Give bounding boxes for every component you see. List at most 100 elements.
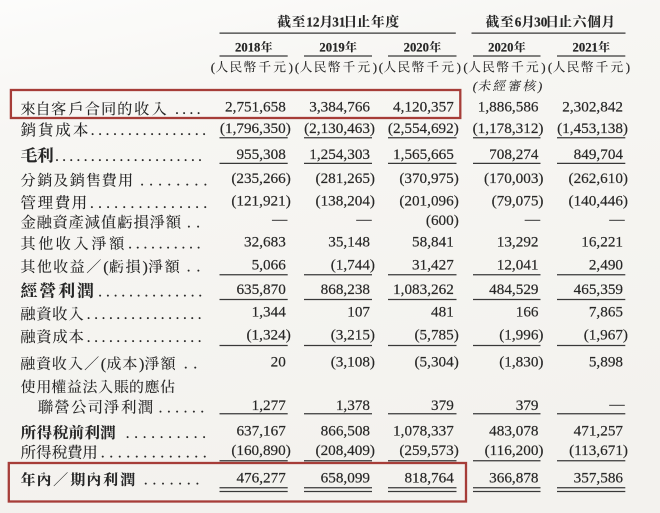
svg-text:481: 481 [431,304,454,321]
svg-text:5,066: 5,066 [252,256,287,273]
svg-text:866,508: 866,508 [321,423,371,440]
svg-text:................: ................ [87,307,205,323]
svg-text:(: ( [103,259,108,276]
svg-text:708,274: 708,274 [489,146,539,163]
svg-text:(1,744): (1,744) [331,256,375,273]
svg-text:379: 379 [431,397,454,414]
svg-text:.......: ....... [144,473,204,489]
svg-text:—: — [524,211,541,228]
svg-text:..........: .......... [126,426,211,442]
svg-text:(1,453,138): (1,453,138) [557,120,628,137]
svg-text:1,254,303: 1,254,303 [309,146,370,163]
svg-text:......: ...... [159,400,209,416]
svg-text:(5,785): (5,785) [415,327,459,344]
svg-text:(1,178,312): (1,178,312) [473,120,544,137]
svg-text:465,359: 465,359 [574,281,623,298]
svg-text:2,302,842: 2,302,842 [562,99,623,116]
svg-text:): ) [139,356,144,373]
svg-text:................: ................ [91,123,210,139]
svg-text:31,427: 31,427 [412,256,454,273]
svg-text:849,704: 849,704 [574,146,624,163]
svg-text:(1,796,350): (1,796,350) [220,120,291,137]
svg-text:): ) [541,60,545,75]
svg-text:58,841: 58,841 [412,233,454,250]
svg-text:(208,409): (208,409) [316,442,375,459]
svg-text:): ) [143,259,148,276]
svg-text:2,490: 2,490 [589,256,624,273]
svg-text:(: ( [473,78,478,93]
svg-text:....: .... [175,102,204,118]
svg-text:(: ( [211,60,215,75]
svg-text:4,120,357: 4,120,357 [393,99,454,116]
svg-text:483,078: 483,078 [489,423,539,440]
svg-text:20: 20 [271,353,287,370]
svg-text:357,586: 357,586 [574,469,624,486]
svg-text:(2,130,463): (2,130,463) [304,120,375,137]
svg-text:(121,921): (121,921) [231,193,290,210]
svg-text:(235,266): (235,266) [231,170,290,187]
svg-text:(170,003): (170,003) [484,170,543,187]
svg-text:(1,324): (1,324) [247,327,291,344]
svg-text:................: ................ [87,330,205,346]
svg-text:2019: 2019 [319,40,344,54]
svg-text:—: — [355,211,372,228]
svg-text:16,221: 16,221 [581,233,623,250]
svg-text:—: — [271,211,288,228]
svg-text:1,565,665: 1,565,665 [393,146,454,163]
svg-text:1,078,337: 1,078,337 [393,423,454,440]
svg-text:2020: 2020 [404,40,429,54]
svg-text:(2,554,692): (2,554,692) [388,120,459,137]
svg-text:(3,108): (3,108) [331,353,375,370]
svg-text:..: .. [184,357,203,373]
svg-text:32,683: 32,683 [244,233,286,250]
svg-text:1,344: 1,344 [252,304,287,321]
svg-text:(3,215): (3,215) [331,327,375,344]
svg-text:635,870: 635,870 [236,281,286,298]
svg-text:(: ( [379,60,383,75]
svg-text:..: .. [187,215,206,231]
svg-text:(160,890): (160,890) [231,442,290,459]
svg-text:637,167: 637,167 [236,423,286,440]
svg-text:........: ........ [140,173,212,189]
svg-text:955,308: 955,308 [236,146,286,163]
svg-text:(140,446): (140,446) [569,193,628,210]
svg-text:(201,096): (201,096) [399,193,458,210]
svg-text:(79,075): (79,075) [492,193,544,210]
svg-text:30: 30 [534,15,548,30]
svg-text:(1,830): (1,830) [499,353,543,370]
svg-text:1,378: 1,378 [336,397,371,414]
svg-text:(5,304): (5,304) [415,353,459,370]
svg-text:(: ( [463,60,467,75]
svg-text:.............: ............. [101,446,211,462]
svg-text:(: ( [295,60,299,75]
svg-text:166: 166 [516,304,539,321]
svg-text:2020: 2020 [488,40,513,54]
svg-text:(1,967): (1,967) [584,327,628,344]
svg-text:..........: .......... [128,237,204,253]
svg-text:): ) [537,78,542,93]
svg-text:): ) [373,60,377,75]
svg-text:(: ( [548,60,552,75]
svg-text:(1,996): (1,996) [499,327,543,344]
svg-text:1,886,586: 1,886,586 [478,99,539,116]
svg-text:(370,975): (370,975) [399,170,458,187]
svg-text:31: 31 [332,15,345,30]
svg-text:12,041: 12,041 [497,256,539,273]
svg-text:): ) [289,60,293,75]
svg-text:—: — [608,396,625,413]
svg-text:12: 12 [306,15,320,30]
svg-text:): ) [626,60,630,75]
svg-text:818,764: 818,764 [404,469,454,486]
svg-text:2021: 2021 [573,40,598,54]
svg-text:(113,671): (113,671) [569,442,628,459]
svg-text:13,292: 13,292 [497,233,539,250]
svg-text:(600): (600) [426,212,459,229]
svg-text:(262,610): (262,610) [569,170,628,187]
svg-text:...............: ............... [90,196,212,212]
svg-text:379: 379 [516,397,539,414]
svg-text:(116,200): (116,200) [485,442,544,459]
svg-text:(281,265): (281,265) [316,170,375,187]
svg-text:484,529: 484,529 [489,281,538,298]
svg-text:5,898: 5,898 [589,353,624,370]
svg-text:658,099: 658,099 [321,469,370,486]
